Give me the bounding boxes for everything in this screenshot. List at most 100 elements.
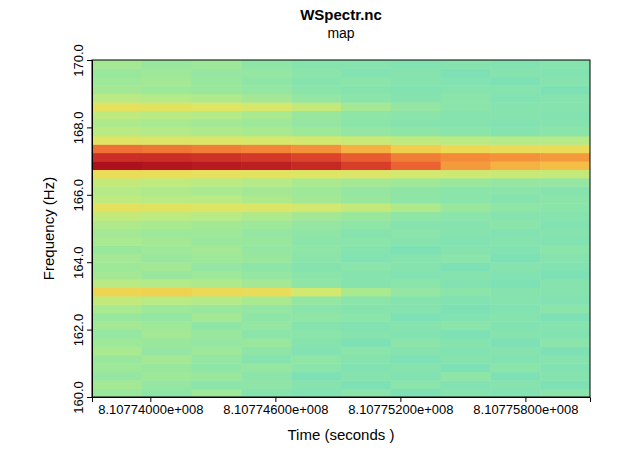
heat-cell xyxy=(441,304,491,313)
heat-cell xyxy=(142,389,192,397)
heat-cell xyxy=(341,355,391,364)
heat-cell xyxy=(142,68,192,77)
heat-cell xyxy=(490,296,540,305)
heat-cell xyxy=(291,195,341,204)
heat-cell xyxy=(490,229,540,238)
heat-cell xyxy=(341,262,391,271)
heat-cell xyxy=(192,229,242,238)
heat-cell xyxy=(142,94,192,103)
heat-cell xyxy=(142,102,192,111)
heat-cell xyxy=(142,304,192,313)
heat-cell xyxy=(341,304,391,313)
heat-cell xyxy=(490,77,540,86)
x-tick-label: 8.10774000e+008 xyxy=(98,402,203,417)
y-tick-label: 168.0 xyxy=(71,112,86,145)
x-axis: 8.10774000e+0088.10774600e+0088.10775200… xyxy=(93,397,591,417)
heat-cell xyxy=(142,77,192,86)
heat-cell xyxy=(291,254,341,263)
heat-cell xyxy=(391,127,441,136)
heat-cell xyxy=(142,119,192,128)
heat-cell xyxy=(391,144,441,153)
heat-cell xyxy=(92,287,142,296)
heat-cell xyxy=(391,111,441,120)
heat-cell xyxy=(241,186,291,195)
heat-cell xyxy=(142,355,192,364)
heat-cell xyxy=(92,254,142,263)
heat-cell xyxy=(291,245,341,254)
heat-cell xyxy=(92,68,142,77)
heat-cell xyxy=(441,254,491,263)
heat-cell xyxy=(341,338,391,347)
heat-cell xyxy=(540,170,590,179)
heat-cell xyxy=(341,389,391,397)
heat-cell xyxy=(92,212,142,221)
heat-cell xyxy=(391,102,441,111)
heat-cell xyxy=(391,220,441,229)
heat-cell xyxy=(142,60,192,69)
heat-cell xyxy=(142,271,192,280)
heat-cell xyxy=(92,330,142,339)
heat-cell xyxy=(441,212,491,221)
heat-cell xyxy=(391,338,441,347)
heat-cell xyxy=(540,271,590,280)
heat-cell xyxy=(291,220,341,229)
heat-cell xyxy=(490,161,540,170)
heat-cell xyxy=(341,372,391,381)
heat-cell xyxy=(391,296,441,305)
heat-cell xyxy=(291,144,341,153)
heat-cell xyxy=(441,111,491,120)
heat-cell xyxy=(490,313,540,322)
heat-cell xyxy=(142,380,192,389)
heat-cell xyxy=(341,195,391,204)
heat-cell xyxy=(391,363,441,372)
heat-cell xyxy=(490,186,540,195)
heat-cell xyxy=(391,279,441,288)
heat-cell xyxy=(441,178,491,187)
heat-cell xyxy=(92,321,142,330)
x-tick-label: 8.10774600e+008 xyxy=(223,402,328,417)
heat-cell xyxy=(441,372,491,381)
heat-cell xyxy=(192,68,242,77)
heat-cell xyxy=(192,102,242,111)
heat-cell xyxy=(291,68,341,77)
heat-cell xyxy=(92,102,142,111)
heat-cell xyxy=(192,136,242,145)
heat-cell xyxy=(142,161,192,170)
heat-cell xyxy=(291,94,341,103)
heat-cell xyxy=(540,195,590,204)
heat-cell xyxy=(241,127,291,136)
heat-cell xyxy=(142,321,192,330)
y-tick-mark xyxy=(87,262,92,263)
heat-cell xyxy=(291,237,341,246)
heat-cell xyxy=(341,287,391,296)
heat-cell xyxy=(391,304,441,313)
heat-cell xyxy=(391,313,441,322)
heat-cell xyxy=(540,127,590,136)
heat-cell xyxy=(391,229,441,238)
title: WSpectr.nc xyxy=(300,6,382,23)
heat-cell xyxy=(540,380,590,389)
heat-cell xyxy=(192,271,242,280)
heat-cell xyxy=(192,355,242,364)
heat-cell xyxy=(441,144,491,153)
heat-cell xyxy=(540,161,590,170)
heat-cell xyxy=(192,237,242,246)
heat-cell xyxy=(490,195,540,204)
heat-cell xyxy=(341,346,391,355)
heat-cell xyxy=(341,119,391,128)
y-tick-mark xyxy=(87,397,92,398)
heat-cell xyxy=(490,178,540,187)
heat-cell xyxy=(341,220,391,229)
heat-cell xyxy=(441,262,491,271)
heat-cell xyxy=(490,389,540,397)
heat-cell xyxy=(241,363,291,372)
heat-cell xyxy=(142,127,192,136)
heat-cell xyxy=(241,144,291,153)
heat-cell xyxy=(92,144,142,153)
heat-cell xyxy=(241,245,291,254)
heat-cell xyxy=(540,60,590,69)
heat-cell xyxy=(490,102,540,111)
x-tick: 8.10775800e+008 xyxy=(473,397,578,417)
heat-cell xyxy=(92,161,142,170)
heat-cell xyxy=(192,111,242,120)
